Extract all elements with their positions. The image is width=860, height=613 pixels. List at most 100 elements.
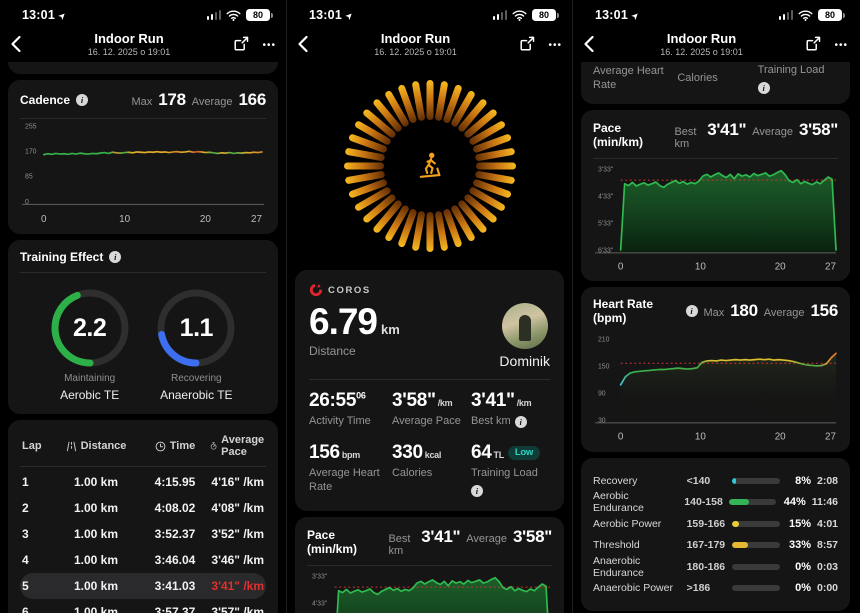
anaerobic-te-value: 1.1 [179,313,214,342]
more-menu-button[interactable] [548,35,562,53]
cell-signal-icon [492,10,507,20]
pace-card: Pace (min/km) Best km 3'41" Average 3'58… [581,109,850,282]
zone-bar [732,585,781,592]
lap-row-selected[interactable]: 5 1.00 km 3:41.03 3'41" /km [20,573,266,600]
svg-text:0: 0 [618,432,624,442]
svg-text:6'33": 6'33" [598,247,614,254]
info-icon[interactable] [470,484,483,497]
partial-card-above [8,62,278,74]
best-km-label: Best km [674,125,697,150]
back-button[interactable] [583,32,607,56]
training-load-label: Training Load [757,64,825,76]
zone-row-threshold: Threshold 167-179 33% 8:57 [593,539,839,552]
svg-text:150: 150 [598,364,610,371]
coros-logo-icon [309,283,323,297]
activity-datetime: 16. 12. 2025 o 19:01 [660,47,743,57]
aerobic-te-label: Aerobic TE [60,388,120,403]
nav-bar: Indoor Run 16. 12. 2025 o 19:01 [0,26,286,62]
cell-signal-icon [206,10,221,20]
summary-card-partial: Average Heart Rate Calories Training Loa… [581,62,850,104]
activity-datetime: 16. 12. 2025 o 19:01 [374,47,457,57]
average-label: Average [466,532,508,545]
distance-column-header: Distance [80,440,127,453]
max-label: Max [703,307,725,320]
treadmill-runner-icon [419,152,440,178]
panel-middle: 13:01 ➤ 80 Indoor Run 16. 12. 2025 o 19:… [286,0,572,613]
hr-max-value: 180 [730,301,758,321]
wifi-icon [512,9,527,21]
panel-left: 13:01 ➤ 80 Indoor Run 16. 12. 2025 o 19:… [0,0,286,613]
lap-row[interactable]: 1 1.00 km 4:15.95 4'16" /km [22,475,264,490]
back-button[interactable] [297,32,321,56]
share-button[interactable] [804,35,822,53]
calories-label: Calories [677,72,718,84]
stat-training-load: 64 TL Low Training Load [470,442,550,497]
zone-row-anaerobic-power: Anaerobic Power >186 0% 0:00 [593,582,839,595]
info-icon[interactable] [76,94,89,106]
cadence-chart: 255 170 85 0 0 10 20 27 [20,121,266,224]
hr-zones-card: Recovery <140 8% 2:08 Aerobic Endurance 140… [581,458,850,612]
back-button[interactable] [10,32,34,56]
svg-text:0: 0 [25,199,29,206]
info-icon[interactable] [514,415,527,428]
aerobic-te-status: Maintaining [64,373,116,385]
panel-right: 13:01 ➤ 80 Indoor Run 16. 12. 2025 o 19:… [572,0,858,613]
stat-calories: 330 kcal Calories [391,441,442,479]
heart-rate-chart: 210 150 90 30 0 10 20 27 [593,331,838,442]
nav-bar: Indoor Run 16. 12. 2025 o 19:01 [573,26,858,62]
distance-unit: km [381,322,400,337]
lap-row[interactable]: 6 1.00 km 3:57.37 3'57" /km [22,605,264,613]
more-menu-button[interactable] [262,35,276,53]
svg-text:90: 90 [598,391,606,398]
battery-icon: 80 [532,9,559,21]
coros-wordmark: COROS [328,284,371,296]
page-title: Indoor Run [380,31,451,46]
best-km-label: Best km [388,532,411,557]
wifi-icon [226,9,241,21]
more-menu-button[interactable] [834,35,848,53]
time-column-header: Time [169,440,196,453]
pace-column-header: Average Pace [221,434,265,459]
training-effect-title: Training Effect [20,250,104,265]
lap-row[interactable]: 2 1.00 km 4:08.02 4'08" /km [22,501,264,516]
svg-text:20: 20 [775,261,786,271]
page-title: Indoor Run [94,31,164,46]
stat-average-heart-rate: 156 bpm Average Heart Rate [309,441,380,493]
anaerobic-te-status: Recovering [171,373,222,385]
cell-signal-icon [778,10,793,20]
pace-chart: 3'33" 4'33" 5'33" 6'33" 0 10 20 27 [593,161,838,271]
anaerobic-te-label: Anaerobic TE [160,388,233,403]
svg-text:3'33": 3'33" [312,573,328,580]
aerobic-te-value: 2.2 [73,313,107,342]
stat-activity-time: 26:5506 Activity Time [309,390,371,427]
heart-rate-title: Heart Rate (bpm) [593,297,654,326]
svg-text:4'33": 4'33" [312,600,328,607]
lap-row[interactable]: 4 1.00 km 3:46.04 3'46" /km [22,553,264,568]
pace-title: Pace (min/km) [307,527,358,556]
zone-bar [728,499,776,506]
lap-table-card: Lap Distance Time Average Pace 1 1.00 km 4… [8,420,278,613]
svg-text:27: 27 [825,432,836,442]
info-icon[interactable] [685,305,698,318]
average-label: Average [763,307,805,320]
avatar[interactable] [501,303,548,349]
svg-text:0: 0 [41,214,47,224]
share-button[interactable] [518,35,536,53]
avg-hr-label: Average Heart Rate [593,65,664,91]
clock-time: 13:01 [22,8,55,22]
svg-text:20: 20 [200,214,212,224]
info-icon[interactable] [757,81,770,94]
svg-text:10: 10 [119,214,131,224]
info-icon[interactable] [109,251,122,264]
stopwatch-icon [210,442,217,450]
stat-best-km: 3'41"/km Best km [471,390,550,429]
svg-text:255: 255 [25,123,37,130]
clock-time: 13:01 [595,8,628,22]
lap-row[interactable]: 3 1.00 km 3:52.37 3'52" /km [22,527,264,542]
time-icon [155,441,166,452]
zone-row-aerobic-power: Aerobic Power 159-166 15% 4:01 [593,517,839,530]
zone-row-recovery: Recovery <140 8% 2:08 [593,474,839,487]
stat-average-pace: 3'58"/km Average Pace [391,390,461,427]
share-button[interactable] [232,35,250,53]
aerobic-te-gauge: 2.2 Maintaining Aerobic TE [47,285,133,402]
